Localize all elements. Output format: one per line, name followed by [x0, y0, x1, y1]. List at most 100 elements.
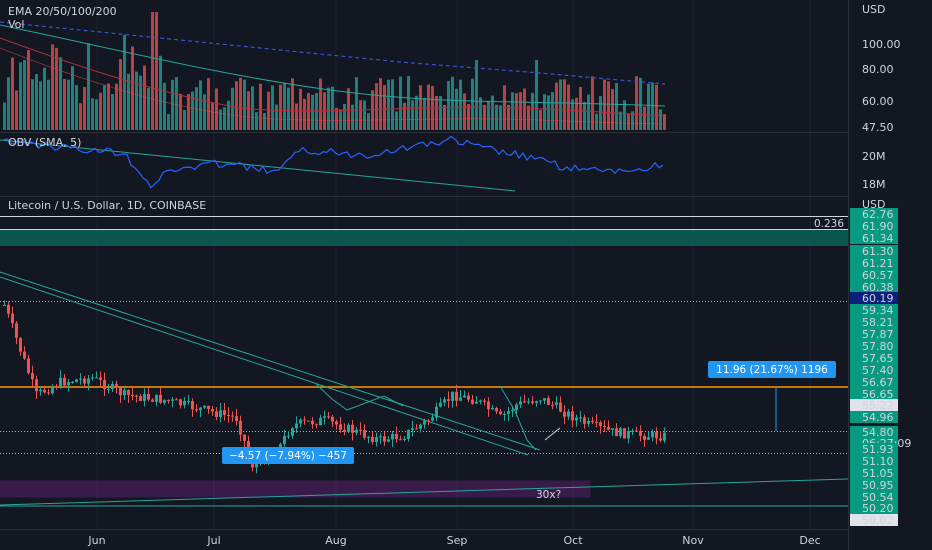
price-badge-label: 59.34	[862, 304, 894, 317]
volume-bar	[111, 93, 114, 130]
volume-bar	[631, 111, 634, 130]
price-badge-label: 61.30	[862, 245, 894, 258]
volume-bar	[619, 111, 622, 130]
volume-bar	[223, 107, 226, 130]
obv-label[interactable]: OBV (SMA, 5)	[8, 136, 81, 149]
candle-body	[19, 337, 22, 352]
candle-body	[503, 413, 506, 415]
top-axis-tick: 100.00	[862, 38, 901, 51]
candle-body	[363, 429, 366, 438]
volume-label[interactable]: Vol	[8, 18, 24, 31]
time-axis[interactable]: Jun Jul Aug Sep Oct Nov Dec	[0, 529, 848, 550]
candle-body	[287, 435, 290, 437]
candle-body	[291, 428, 294, 436]
candle-body	[31, 373, 34, 380]
volume-bar	[147, 87, 150, 130]
volume-bar	[79, 103, 82, 130]
volume-bar	[387, 79, 390, 130]
purple-zone[interactable]	[0, 480, 591, 498]
candle-body	[575, 417, 578, 421]
candle-body	[67, 382, 70, 386]
candle-body	[167, 399, 170, 401]
candle-body	[231, 415, 234, 417]
candle-body	[411, 428, 414, 430]
price-badge-label: 57.80	[862, 340, 894, 353]
candle-body	[255, 462, 258, 468]
candle-body	[443, 399, 446, 403]
volume-bar	[123, 35, 126, 130]
candle-body	[427, 420, 430, 422]
volume-bar	[351, 104, 354, 130]
measure-up-badge[interactable]	[708, 361, 836, 378]
symbol-title[interactable]: Litecoin / U.S. Dollar, 1D, COINBASE	[8, 199, 206, 212]
falling-trendline-1[interactable]	[0, 271, 541, 451]
volume-bar	[267, 91, 270, 130]
price-badge	[850, 364, 898, 376]
volume-bar	[399, 76, 402, 130]
volume-bar	[243, 79, 246, 130]
price-badge	[850, 304, 898, 316]
candle-body	[43, 389, 46, 393]
price-badge-label: 61.90	[862, 220, 894, 233]
candle-body	[579, 417, 582, 419]
candle-body	[327, 416, 330, 418]
candle-body	[243, 434, 246, 441]
volume-bar	[651, 82, 654, 130]
volume-bar	[83, 86, 86, 130]
volume-bar	[331, 86, 334, 130]
price-badge	[850, 292, 898, 304]
volume-bar	[615, 83, 618, 130]
candle-body	[391, 433, 394, 440]
candle-body	[359, 429, 362, 431]
volume-bar	[663, 114, 666, 130]
candle-body	[139, 396, 142, 401]
candle-body	[303, 419, 306, 421]
candle-body	[347, 424, 350, 432]
volume-bar	[335, 107, 338, 130]
volume-bar	[447, 80, 450, 130]
price-badge	[850, 376, 898, 388]
candle-body	[655, 431, 658, 439]
volume-bar	[511, 92, 514, 130]
volume-bar	[119, 59, 122, 131]
rising-trendline[interactable]	[0, 478, 849, 506]
volume-bar	[299, 88, 302, 130]
volume-bar	[627, 113, 630, 130]
volume-bar	[659, 109, 662, 130]
time-label-nov: Nov	[682, 534, 704, 547]
volume-bar	[307, 93, 310, 130]
volume-bar	[183, 109, 186, 130]
volume-bar	[247, 91, 250, 130]
ema-volume-pane[interactable]: EMA 20/50/100/200 Vol	[0, 5, 666, 131]
volume-bar	[583, 101, 586, 130]
candle-body	[175, 399, 178, 401]
volume-bar	[403, 102, 406, 130]
price-badge	[850, 388, 898, 400]
candle-body	[323, 416, 326, 418]
volume-bar	[467, 104, 470, 130]
candle-body	[527, 401, 530, 403]
measure-down-badge[interactable]	[222, 447, 354, 464]
obv-axis-tick: 18M	[862, 178, 886, 191]
volume-bar	[579, 86, 582, 130]
time-label-oct: Oct	[563, 534, 583, 547]
price-badge-label: 57.87	[862, 328, 894, 341]
volume-bar	[655, 84, 658, 130]
volume-bar	[451, 76, 454, 130]
volume-bar	[43, 67, 46, 130]
volume-bar	[59, 57, 62, 131]
candle-body	[211, 409, 214, 412]
price-pane[interactable]: Litecoin / U.S. Dollar, 1D, COINBASE 0.2…	[0, 199, 849, 507]
price-axis[interactable]: USD 100.00 80.00 60.00 47.50 20M 18M USD…	[848, 0, 932, 550]
volume-bar	[251, 86, 254, 130]
falling-trendline-2[interactable]	[0, 276, 529, 456]
candle-body	[15, 323, 18, 338]
candle-body	[103, 379, 106, 390]
obv-pane[interactable]: OBV (SMA, 5)	[0, 135, 664, 192]
ema-indicator-label[interactable]: EMA 20/50/100/200	[8, 5, 117, 18]
candle-body	[627, 431, 630, 439]
candle-body	[79, 378, 82, 380]
volume-bar	[31, 79, 34, 130]
volume-bar	[611, 89, 614, 130]
